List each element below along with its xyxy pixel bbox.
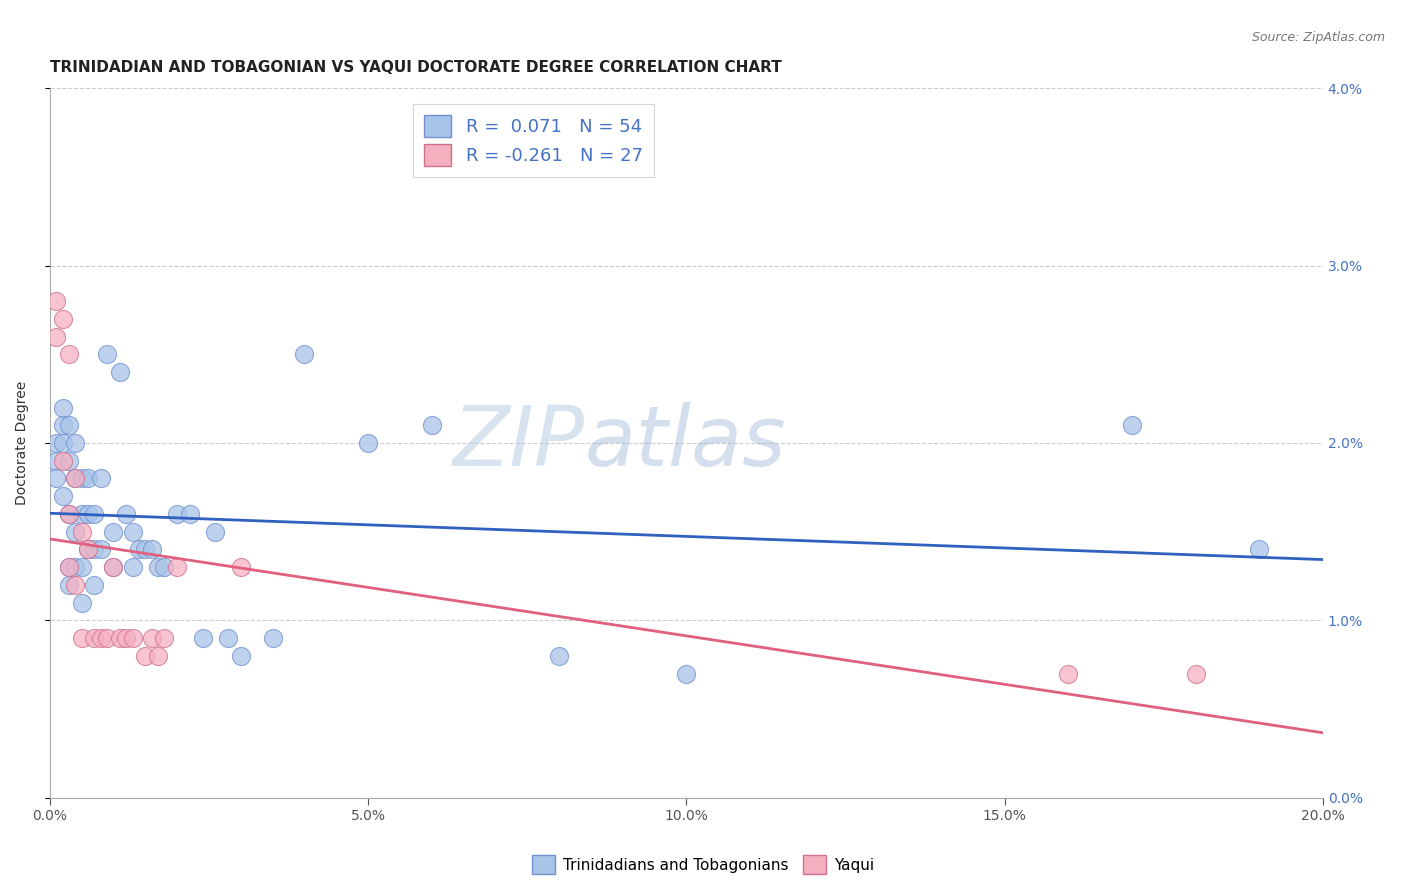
Point xyxy=(58,347,80,361)
Point xyxy=(179,507,201,521)
Point xyxy=(420,418,443,433)
Point xyxy=(121,631,143,645)
Point xyxy=(58,453,80,467)
Point xyxy=(58,560,80,574)
Point xyxy=(65,560,87,574)
Point xyxy=(121,560,143,574)
Point xyxy=(153,631,176,645)
Point xyxy=(45,453,67,467)
Point xyxy=(58,578,80,592)
Point xyxy=(96,347,118,361)
Point xyxy=(204,524,226,539)
Point xyxy=(58,507,80,521)
Point xyxy=(548,648,571,663)
Point xyxy=(128,542,150,557)
Point xyxy=(103,560,125,574)
Text: TRINIDADIAN AND TOBAGONIAN VS YAQUI DOCTORATE DEGREE CORRELATION CHART: TRINIDADIAN AND TOBAGONIAN VS YAQUI DOCT… xyxy=(49,60,782,75)
Y-axis label: Doctorate Degree: Doctorate Degree xyxy=(15,381,30,505)
Point xyxy=(77,471,100,485)
Point xyxy=(153,560,176,574)
Point xyxy=(191,631,214,645)
Point xyxy=(103,560,125,574)
Point xyxy=(45,294,67,309)
Text: ZIP: ZIP xyxy=(453,402,585,483)
Point xyxy=(90,542,112,557)
Point xyxy=(1249,542,1271,557)
Point xyxy=(51,311,73,326)
Legend: Trinidadians and Tobagonians, Yaqui: Trinidadians and Tobagonians, Yaqui xyxy=(526,849,880,880)
Point xyxy=(103,524,125,539)
Point xyxy=(166,507,188,521)
Point xyxy=(45,471,67,485)
Point xyxy=(65,524,87,539)
Point xyxy=(65,471,87,485)
Point xyxy=(83,578,105,592)
Point xyxy=(217,631,239,645)
Point xyxy=(51,453,73,467)
Point xyxy=(121,524,143,539)
Point xyxy=(65,436,87,450)
Point xyxy=(96,631,118,645)
Point xyxy=(146,560,169,574)
Point xyxy=(83,631,105,645)
Point xyxy=(262,631,284,645)
Point xyxy=(108,365,131,379)
Point xyxy=(70,631,93,645)
Point xyxy=(77,542,100,557)
Point xyxy=(141,542,163,557)
Point xyxy=(83,507,105,521)
Legend: R =  0.071   N = 54, R = -0.261   N = 27: R = 0.071 N = 54, R = -0.261 N = 27 xyxy=(413,104,654,178)
Point xyxy=(51,436,73,450)
Point xyxy=(70,507,93,521)
Point xyxy=(51,401,73,415)
Point xyxy=(70,560,93,574)
Point xyxy=(229,648,252,663)
Point xyxy=(146,648,169,663)
Point xyxy=(115,507,138,521)
Point xyxy=(229,560,252,574)
Point xyxy=(108,631,131,645)
Point xyxy=(115,631,138,645)
Point xyxy=(83,542,105,557)
Point xyxy=(45,436,67,450)
Point xyxy=(70,471,93,485)
Point xyxy=(51,489,73,503)
Point xyxy=(77,542,100,557)
Point xyxy=(58,560,80,574)
Point xyxy=(90,631,112,645)
Point xyxy=(65,578,87,592)
Text: atlas: atlas xyxy=(585,402,786,483)
Point xyxy=(1057,666,1080,681)
Point xyxy=(65,471,87,485)
Point xyxy=(70,524,93,539)
Point xyxy=(1121,418,1143,433)
Point xyxy=(134,542,156,557)
Point xyxy=(134,648,156,663)
Point xyxy=(141,631,163,645)
Point xyxy=(1184,666,1206,681)
Point xyxy=(58,418,80,433)
Point xyxy=(294,347,316,361)
Point xyxy=(51,418,73,433)
Point xyxy=(166,560,188,574)
Point xyxy=(45,329,67,343)
Point xyxy=(77,507,100,521)
Text: Source: ZipAtlas.com: Source: ZipAtlas.com xyxy=(1251,31,1385,45)
Point xyxy=(90,471,112,485)
Point xyxy=(70,596,93,610)
Point xyxy=(675,666,697,681)
Point xyxy=(58,507,80,521)
Point xyxy=(357,436,380,450)
